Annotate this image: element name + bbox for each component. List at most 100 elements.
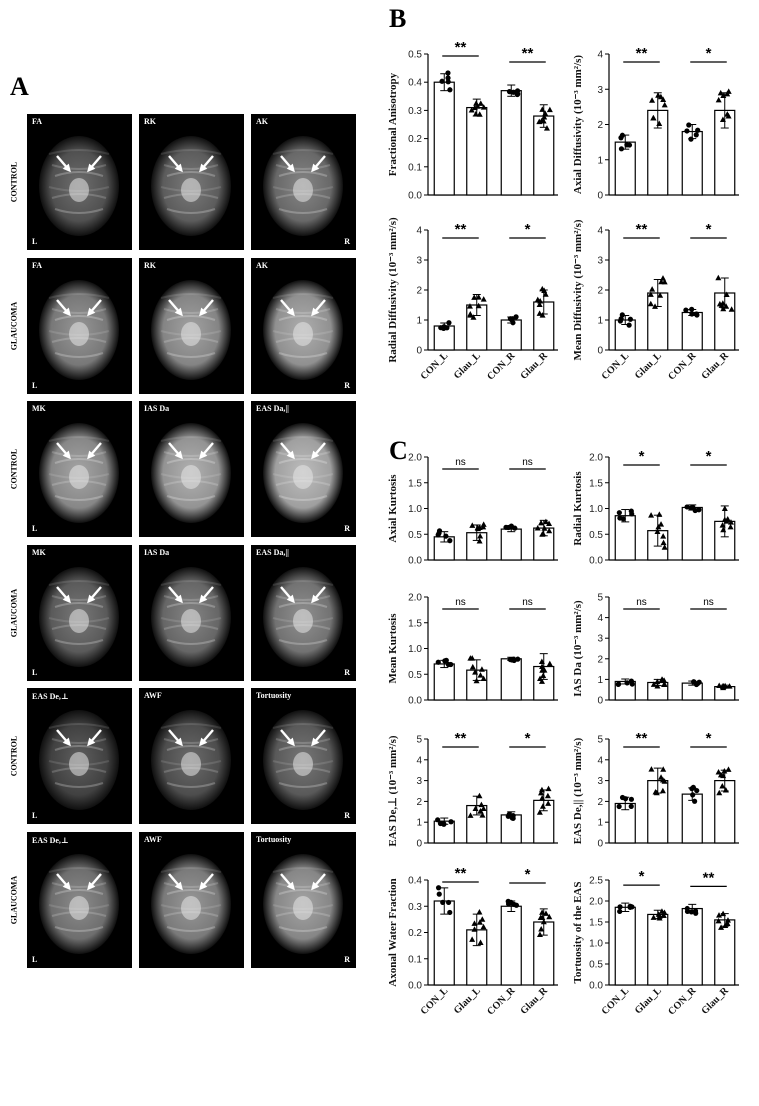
- y-tick-label: 4: [597, 50, 603, 61]
- bar: [681, 506, 703, 561]
- tissue-texture: [278, 925, 328, 932]
- data-point: [720, 526, 727, 533]
- arrowhead-icon: [199, 881, 208, 890]
- y-tick-label: 2.5: [589, 876, 603, 887]
- tile-label: AWF: [144, 691, 162, 700]
- data-point: [719, 782, 726, 789]
- tissue-texture: [160, 436, 222, 442]
- data-point: [652, 788, 659, 795]
- chart-5: 0.0 0.5 1.0 1.5 2.0 Radial Kurtosis * *: [572, 448, 739, 567]
- mri-tile: AK R: [251, 257, 356, 394]
- data-point: [472, 110, 479, 117]
- bar: [433, 81, 455, 196]
- y-tick-label: 3: [597, 256, 603, 267]
- midbrain-structure: [181, 752, 201, 776]
- arrowhead-icon: [174, 450, 183, 460]
- y-tick-label: 0.4: [408, 876, 422, 887]
- arrowhead-icon: [286, 737, 295, 747]
- data-point: [469, 522, 476, 528]
- tissue-texture: [272, 866, 334, 873]
- data-point: [620, 516, 626, 522]
- y-tick-label: 0.3: [408, 902, 422, 913]
- data-point: [546, 660, 553, 667]
- significance-label: *: [706, 221, 712, 238]
- arrowhead-icon: [174, 307, 183, 316]
- data-point: [546, 520, 553, 527]
- y-tick-label: 3: [597, 634, 603, 645]
- tissue-texture: [163, 881, 219, 888]
- tissue-texture: [51, 594, 107, 601]
- arrowhead-icon: [87, 450, 96, 460]
- data-point: [545, 800, 552, 806]
- arrowhead-icon: [174, 594, 183, 603]
- y-tick-label: 1: [597, 155, 603, 166]
- data-point: [686, 122, 692, 128]
- data-point: [515, 656, 521, 662]
- y-tick-label: 5: [416, 735, 422, 746]
- tile-label: EAS De,⊥: [32, 692, 69, 701]
- mri-tile: IAS Da: [139, 401, 244, 537]
- y-tick-label: 1.0: [589, 504, 603, 515]
- data-point: [539, 803, 546, 809]
- midbrain-structure: [69, 608, 89, 633]
- arrowhead-icon: [311, 594, 320, 603]
- data-point: [692, 908, 699, 914]
- tissue-texture: [163, 594, 219, 601]
- data-point: [435, 659, 441, 665]
- tissue-texture: [166, 638, 216, 645]
- tile-label: FA: [32, 117, 43, 126]
- chart-11: 0.0 0.5 1.0 1.5 2.0 2.5 Tortuosity of the EAS *…: [572, 868, 739, 1017]
- corner-label-left: L: [32, 811, 38, 820]
- data-point: [476, 792, 483, 799]
- data-point: [477, 100, 484, 106]
- panel-label-a: A: [10, 72, 29, 101]
- data-point: [624, 142, 630, 148]
- arrowhead-icon: [311, 307, 320, 316]
- midbrain-structure: [69, 465, 89, 489]
- y-tick-label: 0.3: [408, 106, 422, 117]
- data-point: [539, 909, 546, 915]
- data-point: [719, 683, 726, 689]
- y-tick-label: 2.0: [589, 897, 603, 908]
- mri-tile: MK L: [27, 401, 132, 537]
- data-point: [479, 916, 486, 922]
- midbrain-structure: [293, 752, 313, 776]
- data-point: [539, 106, 546, 112]
- mri-tile: FA L: [27, 114, 132, 250]
- arrowhead-icon: [311, 881, 320, 890]
- data-point: [473, 100, 480, 106]
- arrowhead-icon: [62, 450, 71, 460]
- data-point: [652, 303, 659, 309]
- mri-tile: AWF: [139, 688, 244, 824]
- mri-tile: EAS De,⊥ L: [27, 831, 132, 968]
- mri-tile: EAS Da,|| R: [251, 401, 356, 537]
- corner-label-left: L: [32, 237, 38, 246]
- data-point: [546, 913, 553, 920]
- midbrain-structure: [69, 178, 89, 202]
- data-point: [510, 815, 516, 821]
- tissue-texture: [166, 745, 216, 751]
- data-point: [656, 914, 663, 921]
- brain-scan-image: [39, 279, 119, 380]
- data-point: [727, 523, 734, 530]
- bar: [500, 90, 522, 196]
- brain-scan-image: [151, 710, 231, 810]
- data-point: [538, 519, 545, 526]
- data-point: [661, 677, 668, 683]
- data-point: [542, 910, 549, 916]
- tissue-texture: [160, 579, 222, 586]
- data-point: [443, 657, 449, 663]
- brain-scan-image: [151, 136, 231, 236]
- data-point: [650, 114, 657, 121]
- tissue-texture: [51, 307, 107, 314]
- tile-label: RK: [144, 117, 156, 126]
- arrowhead-icon: [311, 163, 320, 173]
- data-point: [539, 914, 546, 920]
- panel-label-c: C: [389, 436, 408, 465]
- data-point: [540, 918, 547, 925]
- tissue-texture: [166, 314, 216, 321]
